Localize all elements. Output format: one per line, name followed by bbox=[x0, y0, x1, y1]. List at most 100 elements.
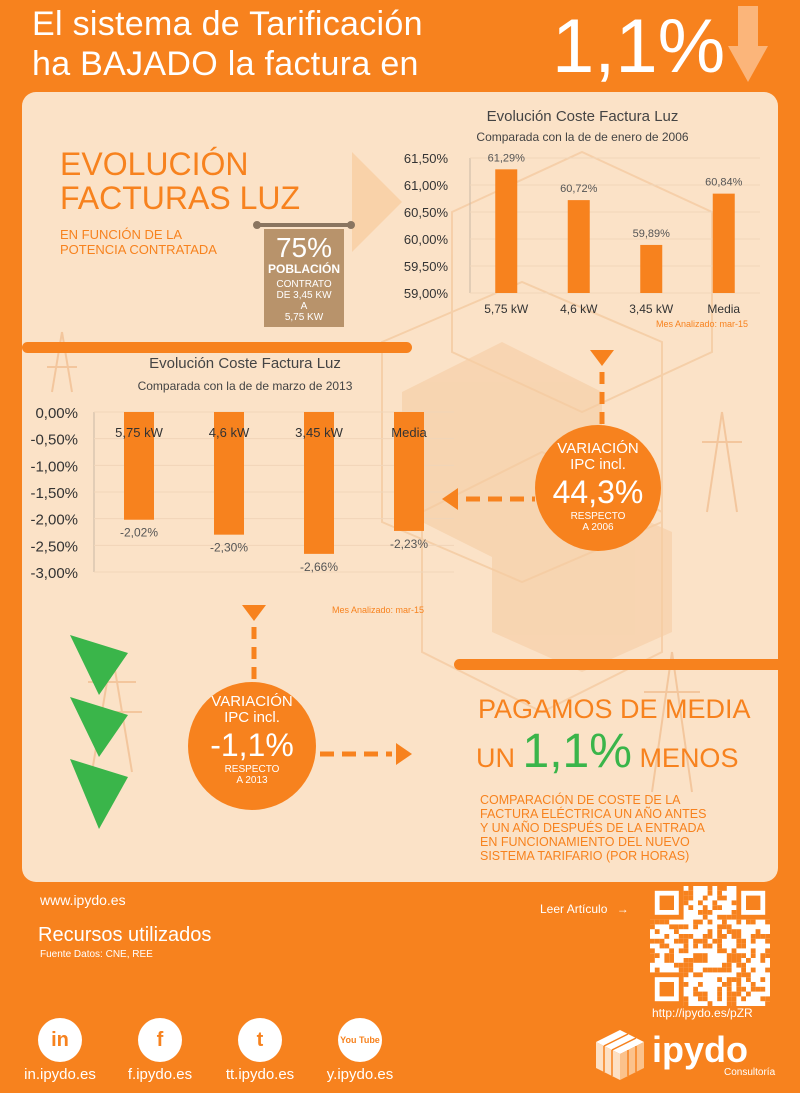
qr-module bbox=[678, 948, 684, 954]
twitter-label[interactable]: tt.ipydo.es bbox=[225, 1066, 295, 1083]
twitter-icon[interactable]: t bbox=[238, 1018, 282, 1062]
qr-module bbox=[731, 1001, 737, 1006]
chart2-ytick: -0,50% bbox=[30, 432, 78, 449]
qr-module bbox=[683, 962, 689, 968]
qr-module bbox=[702, 958, 708, 963]
qr-module bbox=[712, 967, 718, 973]
qr-module bbox=[654, 953, 660, 958]
arrow-right-to-conclusion bbox=[320, 743, 412, 765]
qr-module bbox=[736, 991, 742, 997]
qr-module bbox=[726, 924, 732, 930]
chart1-ytick: 61,50% bbox=[404, 151, 449, 166]
qr-module bbox=[683, 924, 689, 930]
social-facebook[interactable]: f f.ipydo.es bbox=[110, 1018, 210, 1083]
youtube-icon[interactable]: You Tube bbox=[338, 1018, 382, 1062]
qr-module bbox=[717, 986, 722, 992]
read-article-label: Leer Artículo bbox=[540, 902, 608, 916]
facebook-label[interactable]: f.ipydo.es bbox=[127, 1066, 193, 1083]
qr-module bbox=[765, 938, 770, 944]
qr-module bbox=[741, 986, 746, 992]
chart1-ytick: 60,00% bbox=[404, 232, 449, 247]
conclusion-line1: PAGAMOS DE MEDIA bbox=[478, 694, 751, 724]
circle2-line1: VARIACIÓN bbox=[211, 693, 293, 710]
qr-module bbox=[717, 886, 722, 891]
circle1-line4: A 2006 bbox=[582, 522, 614, 533]
chart1-value-label: 61,29% bbox=[488, 152, 526, 164]
social-youtube[interactable]: You Tube y.ipydo.es bbox=[310, 1018, 410, 1083]
linkedin-icon[interactable]: in bbox=[38, 1018, 82, 1062]
qr-module bbox=[698, 996, 703, 1002]
sign-line3: A bbox=[300, 301, 308, 312]
qr-module bbox=[726, 996, 732, 1002]
qr-module bbox=[702, 910, 708, 915]
qr-module bbox=[698, 991, 703, 997]
qr-module bbox=[736, 977, 742, 982]
qr-module bbox=[702, 895, 708, 901]
short-url[interactable]: http://ipydo.es/pZR bbox=[652, 1006, 753, 1020]
facebook-icon[interactable]: f bbox=[138, 1018, 182, 1062]
qr-module bbox=[707, 919, 713, 925]
chart2-bar bbox=[304, 412, 334, 554]
qr-module bbox=[760, 953, 766, 958]
qr-module bbox=[731, 996, 737, 1002]
qr-module bbox=[717, 934, 722, 939]
sign-line4: 5,75 KW bbox=[284, 312, 324, 323]
qr-module bbox=[726, 953, 732, 958]
social-twitter[interactable]: t tt.ipydo.es bbox=[210, 1018, 310, 1083]
circle1-line1: VARIACIÓN bbox=[557, 440, 639, 457]
chart2-category-label: Media bbox=[391, 425, 427, 440]
qr-module bbox=[760, 934, 766, 939]
qr-module bbox=[765, 934, 770, 939]
sign-line1: CONTRATO bbox=[276, 279, 332, 290]
social-linkedin[interactable]: in in.ipydo.es bbox=[10, 1018, 110, 1083]
qr-module bbox=[717, 991, 722, 997]
qr-module bbox=[688, 886, 694, 891]
circle1-line2: IPC incl. bbox=[570, 456, 626, 473]
chart2-value-label: -2,02% bbox=[120, 526, 158, 540]
read-article-link[interactable]: Leer Artículo → bbox=[540, 902, 629, 916]
divider-bar-2 bbox=[454, 659, 800, 670]
chart1-bar bbox=[495, 169, 518, 293]
qr-module bbox=[669, 958, 674, 963]
qr-module bbox=[683, 948, 689, 954]
qr-module bbox=[693, 938, 698, 944]
qr-module bbox=[731, 991, 737, 997]
qr-module bbox=[683, 958, 689, 963]
qr-module bbox=[760, 977, 766, 982]
youtube-label[interactable]: y.ipydo.es bbox=[326, 1066, 394, 1083]
qr-module bbox=[674, 962, 679, 968]
qr-module bbox=[717, 967, 722, 973]
qr-code-icon[interactable] bbox=[650, 886, 770, 1006]
qr-module bbox=[731, 900, 737, 906]
qr-module bbox=[717, 890, 722, 896]
qr-module bbox=[717, 929, 722, 934]
section1-sub-line1: EN FUNCIÓN DE LA bbox=[60, 227, 183, 242]
qr-module bbox=[722, 914, 727, 920]
qr-module bbox=[688, 934, 694, 939]
chart2-ytick: -1,00% bbox=[30, 458, 78, 475]
qr-module bbox=[722, 919, 727, 925]
qr-module bbox=[664, 919, 670, 925]
chart1-svg: 61,50% 61,00% 60,50% 60,00% 59,50% 59,00% 61,2… bbox=[404, 151, 760, 316]
chart1-category-label: 4,6 kW bbox=[560, 302, 598, 316]
qr-module bbox=[702, 905, 708, 910]
website-link[interactable]: www.ipydo.es bbox=[40, 892, 126, 908]
chart2-note: Mes Analizado: mar-15 bbox=[332, 605, 425, 615]
qr-module bbox=[669, 948, 674, 954]
qr-module bbox=[765, 948, 770, 954]
qr-module bbox=[698, 982, 703, 987]
linkedin-label[interactable]: in.ipydo.es bbox=[24, 1066, 96, 1083]
circle2-line3: RESPECTO bbox=[224, 764, 280, 775]
qr-module bbox=[659, 938, 665, 944]
qr-module bbox=[707, 934, 713, 939]
qr-module bbox=[717, 943, 722, 949]
qr-module bbox=[755, 929, 761, 934]
qr-module bbox=[702, 943, 708, 949]
conclusion-desc2: FACTURA ELÉCTRICA UN AÑO ANTES bbox=[480, 807, 707, 821]
chart2-ytick: -1,50% bbox=[30, 485, 78, 502]
qr-module bbox=[736, 953, 742, 958]
qr-module bbox=[669, 924, 674, 930]
qr-module bbox=[693, 943, 698, 949]
header-line-1: El sistema de Tarificación bbox=[32, 5, 423, 43]
variation-circle-2006: VARIACIÓN IPC incl. 44,3% RESPECTO A 200… bbox=[535, 425, 661, 551]
